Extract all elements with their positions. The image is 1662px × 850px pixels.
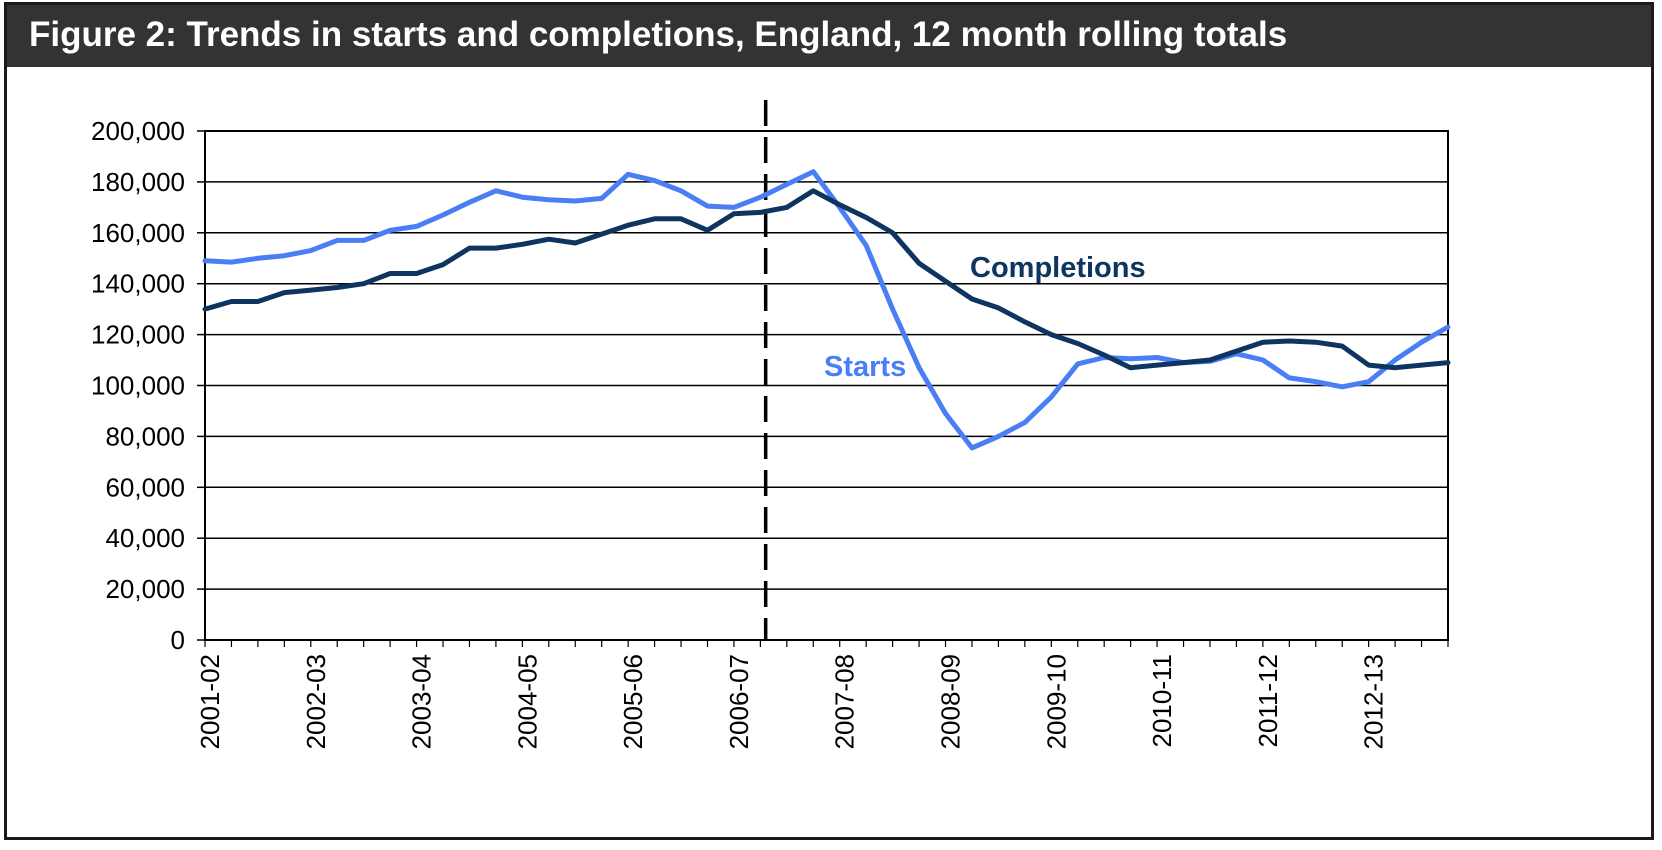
y-tick-label: 80,000 [105, 421, 185, 451]
series-label-starts: Starts [824, 351, 906, 383]
x-tick-label: 2001-02 [195, 654, 225, 749]
figure-title-bar: Figure 2: Trends in starts and completio… [7, 5, 1651, 67]
x-tick-label: 2009-10 [1041, 654, 1071, 749]
x-tick-label: 2007-08 [830, 654, 860, 749]
y-tick-label: 0 [171, 625, 185, 655]
y-tick-label: 20,000 [105, 574, 185, 604]
y-tick-label: 40,000 [105, 523, 185, 553]
axes [197, 100, 1449, 647]
figure-frame: Figure 2: Trends in starts and completio… [4, 2, 1654, 840]
y-tick-label: 160,000 [91, 218, 185, 248]
series-label-completions: Completions [970, 252, 1146, 284]
y-tick-label: 200,000 [91, 116, 185, 146]
x-tick-label: 2005-06 [618, 654, 648, 749]
series-lines [202, 169, 1451, 451]
y-tick-label: 120,000 [91, 320, 185, 350]
y-tick-label: 60,000 [105, 472, 185, 502]
x-tick-label: 2002-03 [301, 654, 331, 749]
series-line-completions [202, 188, 1451, 371]
y-tick-label: 140,000 [91, 269, 185, 299]
x-tick-label: 2008-09 [936, 654, 966, 749]
plot-area-border [204, 130, 1449, 641]
x-tick-label: 2012-13 [1359, 654, 1389, 749]
y-tick-label: 180,000 [91, 167, 185, 197]
series-line-starts [202, 169, 1451, 451]
figure-title: Figure 2: Trends in starts and completio… [29, 15, 1288, 54]
x-tick-label: 2011-12 [1253, 654, 1283, 748]
y-tick-label: 100,000 [91, 371, 185, 401]
labels: 0 20,000 40,000 60,000 80,000 100,000 120,000 1… [91, 116, 1389, 749]
grid-lines [205, 130, 1448, 641]
x-tick-label: 2004-05 [512, 654, 542, 749]
x-tick-label: 2010-11 [1147, 654, 1177, 748]
x-tick-label: 2006-07 [724, 654, 754, 749]
x-tick-label: 2003-04 [407, 654, 437, 749]
